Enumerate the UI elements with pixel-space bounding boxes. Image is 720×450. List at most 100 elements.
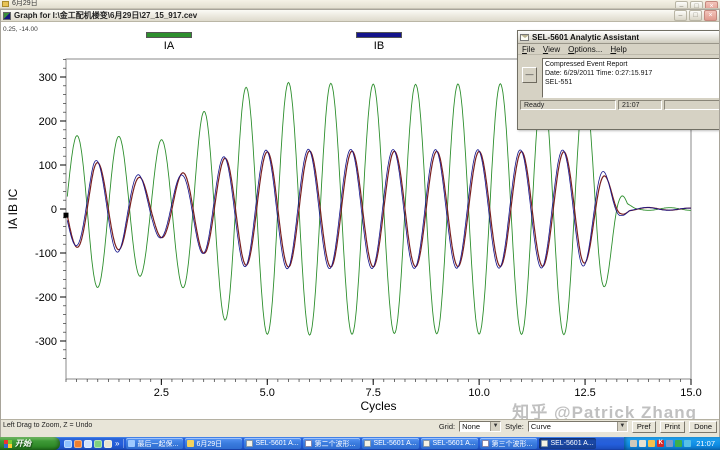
taskbar-task[interactable]: SEL-5601 A... [421,438,479,449]
chevron-down-icon[interactable]: ▼ [616,422,627,431]
taskbar: 开始 » 最后一起保... 6月29日 SEL-5601 A... 第二个波形... S… [0,437,720,450]
minimize-button[interactable]: – [675,1,688,8]
sel-dialog-body: — Compressed Event Report Date: 6/29/201… [518,55,719,99]
graph-window-titlebar[interactable]: Graph for I:\金工配机楼变\6月29日\27_15_917.cev … [1,10,719,22]
waveform-ic [66,150,691,268]
quick-launch-overflow[interactable]: » [115,439,120,448]
zoom-hint: Left Drag to Zoom, Z = Undo [3,422,93,429]
taskbar-task-label: SEL-5601 A... [550,440,594,447]
taskbar-clock: 21:07 [696,439,715,448]
quick-launch-bar: » [60,439,125,448]
x-tick-label: 12.5 [574,387,595,399]
taskbar-task-label: SEL-5601 A... [373,440,417,447]
ie-icon [128,440,136,447]
done-button[interactable]: Done [689,421,717,433]
kingsoft-icon[interactable]: K [657,440,665,447]
messenger-icon[interactable] [94,439,102,448]
taskbar-task-label: SEL-5601 A... [432,440,476,447]
taskbar-task-label: 最后一起保... [137,440,179,448]
style-dropdown[interactable]: Curve ▼ [527,421,628,432]
start-button[interactable]: 开始 [0,437,60,450]
legend-color-ia [146,32,192,38]
y-tick-label: -100 [35,248,57,260]
report-line: Compressed Event Report [545,61,628,68]
status-spacer [664,100,719,110]
grid-value: None [462,422,481,431]
event-report-list[interactable]: Compressed Event Report Date: 6/29/2011 … [542,58,719,98]
taskbar-task[interactable]: 6月29日 [185,438,243,449]
mail-icon [541,440,549,447]
taskbar-task[interactable]: SEL-5601 A... [539,438,597,449]
legend-label-ib: IB [373,40,385,52]
waveform-ib [66,148,691,270]
taskbar-task[interactable]: SEL-5601 A... [244,438,302,449]
doc-icon [305,440,313,447]
legend-ib: IB [355,32,403,52]
mail-icon [423,440,431,447]
sel-dialog-title: SEL-5601 Analytic Assistant [532,32,640,42]
sel-dialog-titlebar[interactable]: SEL-5601 Analytic Assistant [518,31,719,44]
printer-icon[interactable] [630,440,638,447]
taskbar-task[interactable]: 第二个波形... [303,438,361,449]
minimize-button[interactable]: – [674,10,687,21]
maximize-button[interactable]: □ [690,1,703,8]
mail-icon [364,440,372,447]
legend-color-ib [356,32,402,38]
ie-icon[interactable] [64,439,72,448]
sel-5601-dialog: SEL-5601 Analytic Assistant File View Op… [517,30,719,130]
outlook-icon[interactable] [84,439,92,448]
x-tick-label: 10.0 [468,387,489,399]
x-tick-label: 5.0 [260,387,275,399]
y-tick-label: 100 [39,160,57,172]
report-item-button[interactable]: — [522,67,537,83]
menu-file[interactable]: File [522,45,535,54]
menu-help[interactable]: Help [610,45,627,54]
maximize-button[interactable]: □ [689,10,702,21]
graph-app-icon [3,11,11,20]
background-window-titlebar[interactable]: 6月29日 – □ × [0,0,720,9]
update-icon[interactable] [648,440,656,447]
chevron-down-icon[interactable]: ▼ [490,422,501,431]
windows-flag-icon [4,439,12,448]
status-ready: Ready [520,100,616,110]
taskbar-tasks: 最后一起保... 6月29日 SEL-5601 A... 第二个波形... SEL-56… [124,438,624,449]
style-label: Style: [505,422,524,431]
start-label: 开始 [15,439,31,448]
folder-icon [187,440,195,447]
taskbar-task[interactable]: 第三个波形... [480,438,538,449]
y-tick-label: 300 [39,72,57,84]
show-desktop-icon[interactable] [104,439,112,448]
media-player-icon[interactable] [74,439,82,448]
legend-ia: IA [145,32,193,52]
volume-icon[interactable] [639,440,647,447]
menu-view[interactable]: View [542,45,561,54]
antivirus-icon[interactable] [675,440,683,447]
pref-button[interactable]: Pref [631,421,656,433]
cursor-coordinates: 0.25, -14.00 [3,26,38,33]
watermark: 知乎 @Patrick Zhang [512,403,697,422]
taskbar-task[interactable]: 最后一起保... [126,438,184,449]
close-button[interactable]: × [705,1,718,8]
graph-bottom-bar: Left Drag to Zoom, Z = Undo Grid: None ▼… [1,419,719,437]
envelope-icon [520,33,529,41]
cursor-marker [63,212,69,218]
taskbar-task[interactable]: SEL-5601 A... [362,438,420,449]
y-axis-title: IA IB IC [6,188,20,229]
mail-icon [246,440,254,447]
msn-icon[interactable] [684,440,692,447]
taskbar-task-label: 第三个波形... [491,440,533,448]
print-button[interactable]: Print [659,421,686,433]
grid-label: Grid: [438,422,456,431]
x-tick-label: 15.0 [680,387,701,399]
doc-icon [482,440,490,447]
grid-dropdown[interactable]: None ▼ [459,421,502,432]
taskbar-task-label: SEL-5601 A... [255,440,299,447]
network-icon[interactable] [666,440,674,447]
report-line: SEL-551 [545,79,573,86]
close-button[interactable]: × [704,10,717,21]
y-tick-label: 0 [51,204,57,216]
menu-options[interactable]: Options... [568,45,603,54]
folder-icon [2,1,9,7]
y-tick-label: 200 [39,116,57,128]
